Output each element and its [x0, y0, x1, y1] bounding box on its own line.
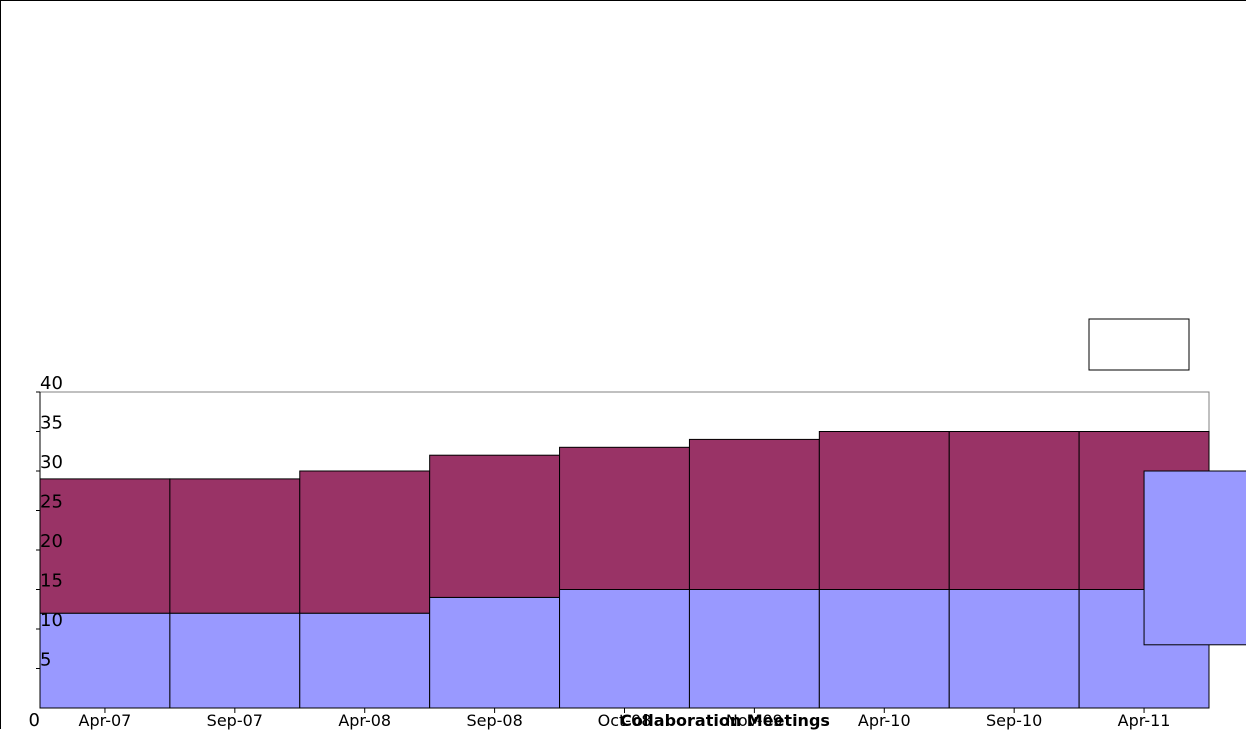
bar-series-1-sep-10 — [948, 589, 1080, 709]
bar-series-2-apr-07 — [39, 478, 171, 614]
x-tick-label-apr-07: Apr-07 — [79, 711, 132, 730]
bar-series-2-sep-10 — [948, 431, 1080, 590]
x-tick-label-apr-08: Apr-08 — [338, 711, 391, 730]
y-tick-label-25: 25 — [40, 492, 63, 513]
bar-series-1-sep-07 — [169, 612, 301, 709]
overlay-block — [1143, 470, 1246, 646]
y-tick-label-10: 10 — [40, 610, 63, 631]
bar-series-1-sep-08 — [429, 596, 561, 709]
x-tick-label-apr-11: Apr-11 — [1118, 711, 1171, 730]
x-tick-label-sep-10: Sep-10 — [986, 711, 1042, 730]
bar-series-1-apr-07 — [39, 612, 171, 709]
y-tick-label-20: 20 — [40, 531, 63, 552]
legend-box — [1088, 318, 1190, 371]
x-tick-label-sep-08: Sep-08 — [466, 711, 522, 730]
bar-series-2-apr-10 — [818, 431, 950, 590]
bar-series-1-apr-08 — [299, 612, 431, 709]
x-axis-title: Collaboration Meetings — [620, 711, 830, 730]
bar-series-2-oct-08 — [559, 446, 690, 590]
bar-series-2-nov-09 — [688, 438, 820, 590]
bar-series-1-nov-09 — [688, 589, 820, 709]
x-tick-label-oct-08: Oct-08 — [598, 711, 652, 730]
bar-series-2-sep-07 — [169, 478, 301, 614]
x-tick-label-apr-10: Apr-10 — [858, 711, 911, 730]
y-ticks-group: 0 5 10 15 20 25 30 35 40 — [29, 373, 63, 731]
bar-series-2-apr-08 — [299, 470, 431, 614]
y-tick-label-15: 15 — [40, 571, 63, 592]
overlay-group — [1143, 470, 1246, 646]
x-tick-label-sep-07: Sep-07 — [207, 711, 263, 730]
x-tick-label-nov-09: Nov-09 — [726, 711, 783, 730]
bar-series-1-apr-10 — [818, 589, 950, 709]
y-tick-label-30: 30 — [40, 452, 63, 473]
bar-series-2-sep-08 — [429, 454, 561, 598]
x-ticks-group: Apr-07 Sep-07 Apr-08 Sep-08 Oct-08 Nov-09 Apr-… — [79, 708, 1171, 730]
y-tick-label-40: 40 — [40, 373, 63, 394]
y-tick-label-0: 0 — [29, 710, 40, 730]
y-tick-label-5: 5 — [40, 650, 51, 671]
bar-series-1-oct-08 — [559, 589, 690, 709]
bars-group — [39, 431, 1210, 709]
y-tick-label-35: 35 — [40, 413, 63, 434]
